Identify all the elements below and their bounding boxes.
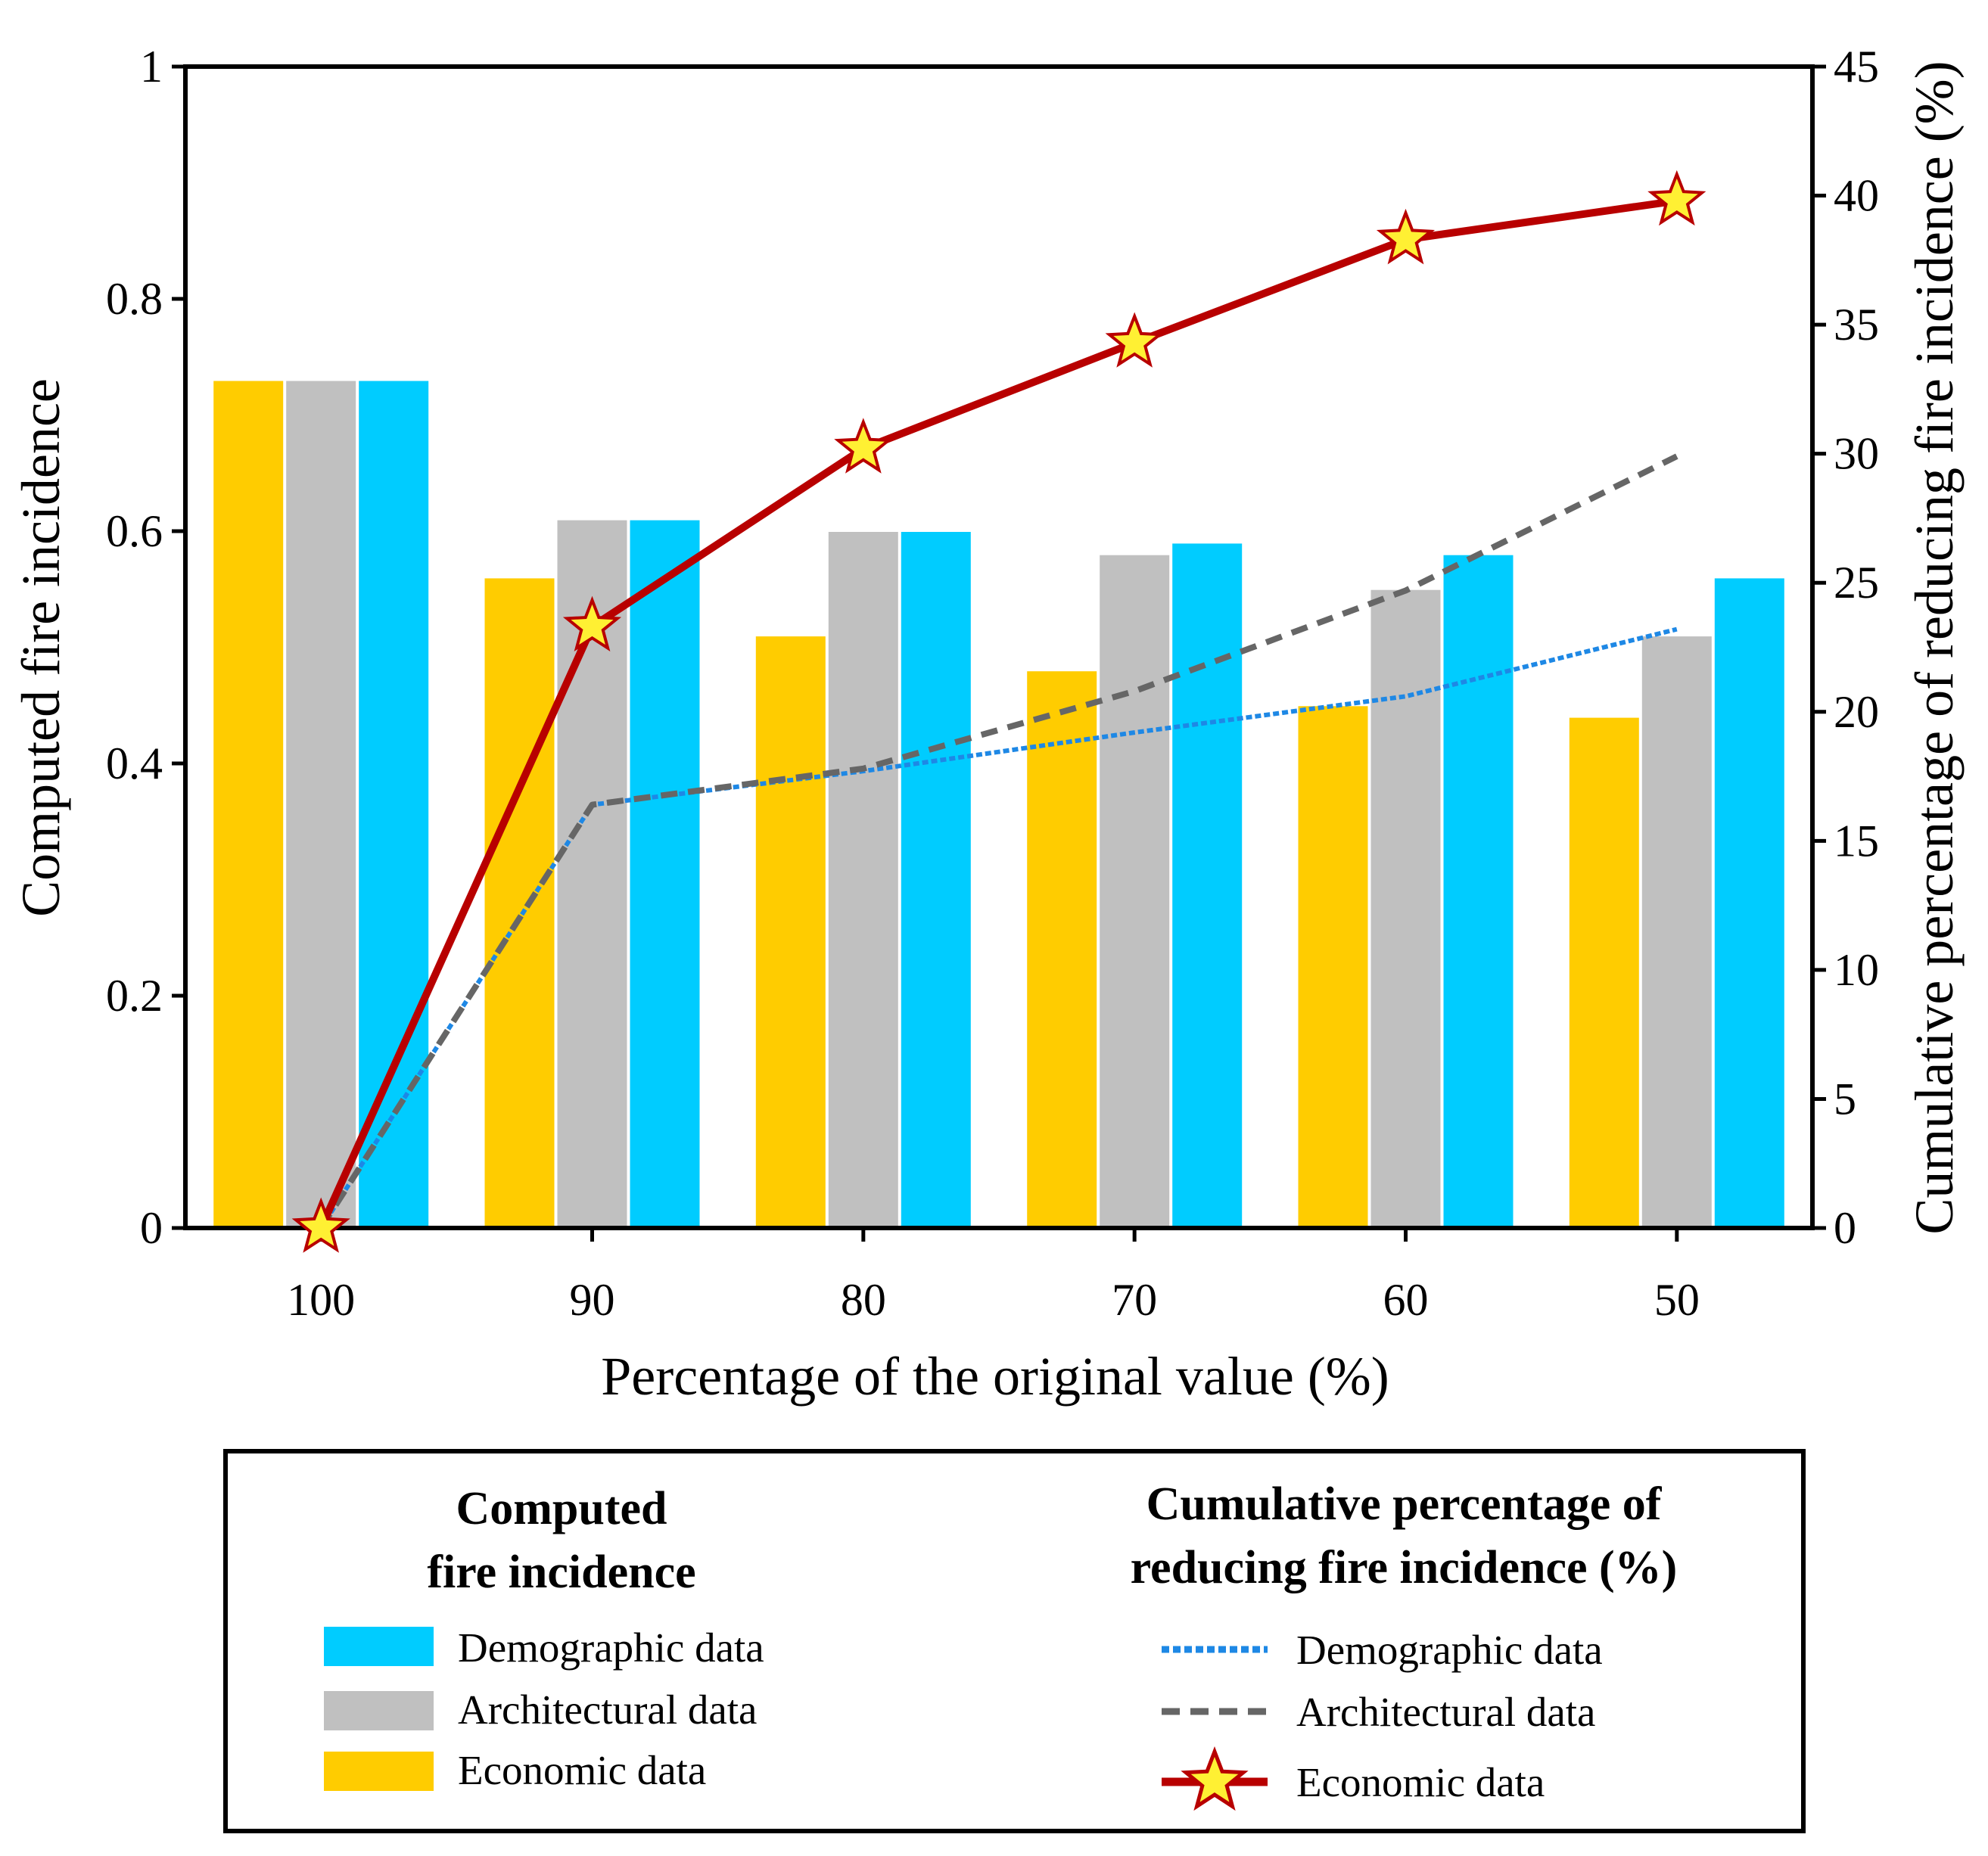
line-economic-data: [317, 197, 1678, 1230]
legend-label-economic-line: Economic data: [1296, 1759, 1545, 1805]
y-right-tick-label: 25: [1834, 558, 1879, 608]
y-axis-right-title: Cumulative percentage of reducing fire i…: [1904, 61, 1965, 1234]
y-right-tick-label: 15: [1834, 816, 1879, 866]
y-right-tick-label: 45: [1834, 42, 1879, 92]
x-tick-label: 90: [570, 1275, 615, 1325]
legend-lines-heading-1: Cumulative percentage of: [1146, 1478, 1663, 1530]
bar-economic-data-100: [212, 379, 285, 1229]
bar-architectural-data-70: [1098, 553, 1171, 1229]
y-right-tick-label: 5: [1834, 1074, 1856, 1124]
y-left-tick-label: 0.8: [106, 274, 163, 324]
bar-demographic-data-100: [357, 379, 431, 1229]
bar-architectural-data-80: [826, 530, 900, 1229]
bar-economic-data-60: [1296, 704, 1370, 1230]
y-right-tick-label: 0: [1834, 1203, 1856, 1253]
y-left-tick-label: 0: [140, 1203, 163, 1253]
star-marker-economic-data-50: [1647, 169, 1706, 226]
y-right-tick-label: 10: [1834, 945, 1879, 995]
bar-economic-data-70: [1025, 670, 1099, 1229]
legend-label-architectural-line: Architectural data: [1296, 1689, 1595, 1735]
star-marker-economic-data-70: [1105, 312, 1164, 368]
star-marker-economic-data-100: [291, 1197, 350, 1253]
legend-label-demographic-bar: Demographic data: [458, 1624, 764, 1671]
bar-demographic-data-60: [1442, 553, 1515, 1229]
star-marker-economic-data-60: [1376, 208, 1436, 265]
legend-bars-heading-2: fire incidence: [427, 1547, 695, 1598]
x-axis-title: Percentage of the original value (%): [601, 1346, 1389, 1407]
y-left-tick-label: 0.6: [106, 506, 163, 556]
markers-layer: [291, 169, 1706, 1253]
lines-layer: [317, 197, 1678, 1230]
y-right-tick-label: 20: [1834, 687, 1879, 737]
line-architectural-data: [318, 453, 1678, 1230]
y-axis-left-title: Computed fire incidence: [11, 378, 71, 917]
legend-lines-heading-2: reducing fire incidence (%): [1131, 1542, 1678, 1593]
legend-label-demographic-line: Demographic data: [1296, 1627, 1603, 1673]
star-marker-economic-data-90: [562, 595, 622, 651]
x-tick-label: 50: [1654, 1275, 1700, 1325]
x-tick-label: 100: [287, 1275, 355, 1325]
y-left-tick-label: 0.4: [106, 738, 163, 788]
x-tick-label: 70: [1112, 1275, 1157, 1325]
legend-swatch-architectural-bar: [324, 1691, 434, 1730]
y-right-tick-label: 30: [1834, 429, 1879, 479]
bar-economic-data-80: [754, 635, 827, 1229]
bar-demographic-data-90: [628, 518, 702, 1229]
y-right-tick-label: 35: [1834, 300, 1879, 350]
x-tick-label: 60: [1383, 1275, 1429, 1325]
y-left-tick-label: 0.2: [106, 971, 163, 1021]
legend-label-economic-bar: Economic data: [458, 1747, 706, 1793]
legend-swatch-demographic-bar: [324, 1627, 434, 1666]
bar-architectural-data-50: [1640, 635, 1713, 1229]
star-marker-economic-data-80: [834, 418, 893, 474]
y-right-tick-label: 40: [1834, 171, 1879, 221]
legend-box: [223, 1449, 1806, 1833]
bar-architectural-data-100: [285, 379, 358, 1229]
legend-label-architectural-bar: Architectural data: [458, 1687, 757, 1733]
x-tick-label: 80: [841, 1275, 886, 1325]
bar-demographic-data-70: [1171, 542, 1244, 1229]
plot-frame: [183, 64, 1815, 1230]
legend-bars-heading-1: Computed: [456, 1483, 667, 1534]
bar-economic-data-90: [483, 577, 556, 1229]
legend-star-marker-icon: [1181, 1746, 1249, 1811]
bar-architectural-data-60: [1369, 588, 1442, 1229]
y-left-tick-label: 1: [140, 42, 163, 92]
bar-demographic-data-50: [1713, 577, 1786, 1229]
bars-layer: [212, 379, 1786, 1230]
legend-swatch-economic-bar: [324, 1752, 434, 1791]
bar-economic-data-50: [1567, 716, 1641, 1229]
bar-demographic-data-80: [899, 530, 972, 1229]
